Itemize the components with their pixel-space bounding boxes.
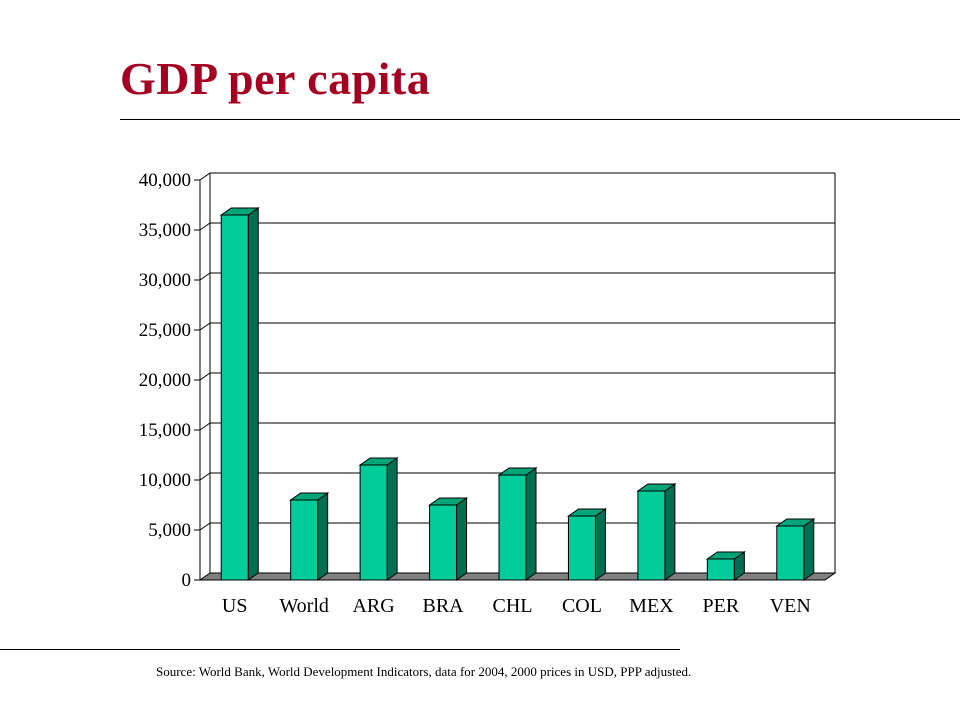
bar-chl (497, 467, 538, 581)
grid-depth-connector (199, 522, 211, 531)
bar-front (776, 525, 805, 581)
x-tick-label: CHL (493, 595, 533, 617)
bar-col (566, 508, 608, 581)
grid-depth-connector (199, 422, 211, 431)
bar-front (220, 214, 249, 581)
labels: 0 5,000 10,000 15,000 20,000 25,000 30,000 35,0… (139, 170, 811, 617)
bar-side (664, 483, 676, 581)
x-tick-label: World (279, 595, 329, 617)
bar-front (359, 464, 388, 581)
x-tick-label: ARG (352, 595, 394, 617)
bar-side (456, 497, 468, 581)
grid-depth-connector (199, 222, 211, 231)
y-tick-label: 20,000 (139, 370, 191, 391)
bar-world (289, 492, 330, 581)
bar-side (803, 518, 815, 581)
x-tick-label: COL (562, 595, 602, 617)
bar-front (498, 474, 527, 581)
x-tick-label: BRA (422, 595, 464, 617)
bar-front (567, 515, 596, 581)
x-tick-label: PER (702, 595, 739, 617)
bar-front (706, 558, 735, 581)
grid-depth-connector (199, 472, 211, 481)
x-tick-label: US (222, 595, 248, 617)
bar-per (705, 551, 746, 581)
bar-front (290, 499, 319, 581)
bar-side (317, 492, 329, 581)
bar-ven (775, 518, 816, 581)
bar-arg (358, 457, 399, 581)
bar-mex (636, 483, 677, 581)
axes (194, 173, 211, 581)
slide-title: GDP per capita (120, 53, 431, 104)
y-tick-label: 0 (182, 570, 192, 591)
y-tick-label: 15,000 (139, 420, 191, 441)
grid-depth-connector (199, 272, 211, 281)
y-tick-label: 25,000 (139, 320, 191, 341)
y-tick-label: 5,000 (148, 520, 191, 541)
y-tick-label: 40,000 (139, 170, 191, 191)
bar-side (594, 508, 606, 581)
title-divider (120, 119, 960, 120)
bar-front (637, 490, 666, 581)
bars (219, 207, 816, 581)
grid-depth-connector (199, 172, 211, 181)
bar-bra (427, 497, 469, 581)
bar-side (525, 467, 537, 581)
grid-depth-connector (199, 322, 211, 331)
bar-front (429, 504, 458, 581)
grid-depth-connector (199, 372, 211, 381)
y-tick-label: 30,000 (139, 270, 191, 291)
footer-divider (0, 649, 680, 650)
x-tick-label: MEX (629, 595, 674, 617)
x-tick-label: VEN (770, 595, 811, 617)
y-tick-label: 35,000 (139, 220, 191, 241)
bar-us (219, 207, 260, 581)
bar-side (386, 457, 398, 581)
y-tick-label: 10,000 (139, 470, 191, 491)
source-note: Source: World Bank, World Development In… (156, 664, 692, 679)
bar-side (247, 207, 259, 581)
